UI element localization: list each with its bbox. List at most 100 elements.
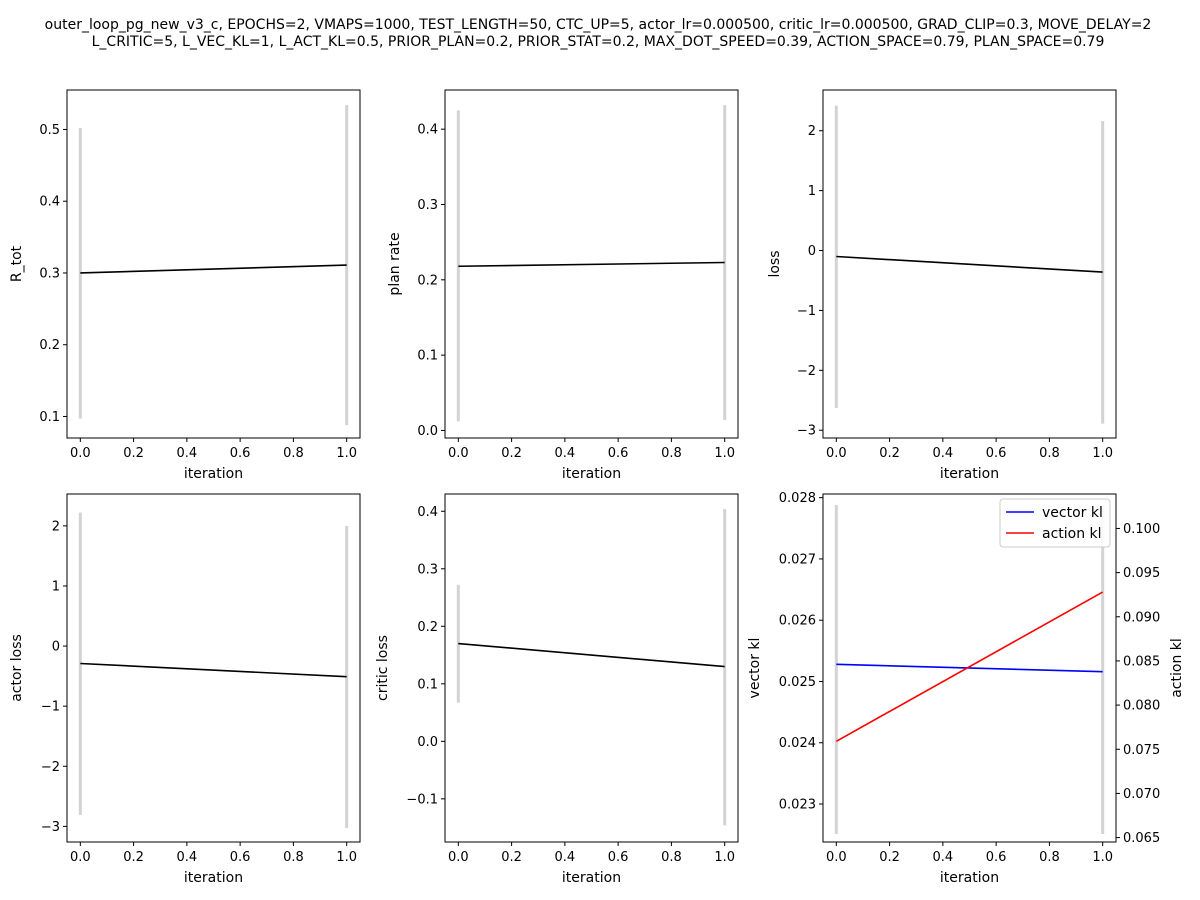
- x-axis-label: iteration: [184, 870, 243, 886]
- x-tick-label: 1.0: [714, 850, 735, 865]
- x-tick-label: 0.2: [501, 446, 522, 461]
- y-tick-label: −1: [797, 304, 816, 319]
- y-tick-label: −3: [797, 424, 816, 439]
- y-tick-label: 2: [52, 519, 60, 534]
- series-line-0: [458, 642, 725, 668]
- axes-frame: [444, 493, 739, 843]
- x-tick-label: 1.0: [714, 446, 735, 461]
- subplot-1: 0.0 0.2 0.4 0.6 0.8 1.0 0.1 0.2 0.3 0.4 0.5 iterati…: [9, 89, 361, 482]
- y-axis-label: plan rate: [387, 232, 403, 295]
- subplot-grid: 0.0 0.2 0.4 0.6 0.8 1.0 0.1 0.2 0.3 0.4 0.5 iterati…: [9, 89, 1185, 886]
- subplot-3: 0.0 0.2 0.4 0.6 0.8 1.0 −3 −2 −1 0 1 2 iteration loss: [767, 89, 1117, 482]
- x-tick-label: 0.6: [986, 446, 1007, 461]
- x-tick-label: 0.2: [879, 850, 900, 865]
- x-tick-label: 0.8: [1039, 850, 1060, 865]
- x-axis-label: iteration: [184, 466, 243, 482]
- y-tick-label: 0.1: [417, 677, 438, 692]
- y-tick-label: −0.1: [406, 792, 438, 807]
- legend-box: [999, 498, 1111, 548]
- x-tick-label: 1.0: [336, 850, 357, 865]
- y-tick-label: 0.2: [417, 620, 438, 635]
- x-tick-label: 1.0: [1092, 850, 1113, 865]
- x-tick-label: 1.0: [1092, 446, 1113, 461]
- subplot-6: 0.0 0.2 0.4 0.6 0.8 1.0 0.023 0.024 0.025 0.026 0.…: [747, 491, 1185, 886]
- y-tick-label: 0.4: [417, 505, 438, 520]
- x-tick-label: 0.2: [879, 446, 900, 461]
- axes-frame: [66, 89, 361, 439]
- x-tick-label: 0.8: [661, 446, 682, 461]
- x-tick-label: 0.2: [501, 850, 522, 865]
- x-tick-label: 0.8: [1039, 446, 1060, 461]
- y-tick-label: 1: [52, 579, 60, 594]
- y-tick-label: 0.027: [779, 552, 816, 567]
- y-right-axis-label: action kl: [1169, 638, 1185, 698]
- y-right-tick-label: 0.100: [1123, 522, 1160, 537]
- y-right-tick-label: 0.090: [1123, 610, 1160, 625]
- y-right-tick-label: 0.095: [1123, 566, 1160, 581]
- y-tick-label: 0.026: [779, 614, 816, 629]
- x-tick-label: 0.4: [555, 850, 576, 865]
- series-line-vector-kl: [836, 663, 1103, 673]
- x-tick-label: 0.0: [826, 850, 847, 865]
- y-tick-label: −2: [41, 760, 60, 775]
- y-tick-label: 0.025: [779, 675, 816, 690]
- y-tick-label: 0.2: [39, 338, 60, 353]
- y-axis-label: critic loss: [375, 635, 391, 701]
- y-tick-label: 0.2: [417, 273, 438, 288]
- y-tick-label: 0: [808, 244, 816, 259]
- x-tick-label: 0.0: [448, 446, 469, 461]
- x-tick-label: 0.8: [283, 446, 304, 461]
- y-right-tick-label: 0.070: [1123, 787, 1160, 802]
- y-tick-label: 0.3: [417, 562, 438, 577]
- y-axis-label: R_tot: [9, 245, 25, 282]
- y-tick-label: 0.4: [39, 195, 60, 210]
- y-tick-label: 0.5: [39, 123, 60, 138]
- axes-frame: [66, 493, 361, 843]
- legend: vector kl action kl: [999, 498, 1111, 548]
- subplot-2: 0.0 0.2 0.4 0.6 0.8 1.0 0.0 0.1 0.2 0.3 0.4 iterati…: [387, 89, 739, 482]
- x-tick-label: 0.4: [933, 850, 954, 865]
- legend-entry: action kl: [1042, 526, 1102, 542]
- x-axis-label: iteration: [562, 870, 621, 886]
- y-tick-label: −2: [797, 364, 816, 379]
- x-tick-label: 0.6: [608, 446, 629, 461]
- x-tick-label: 0.6: [608, 850, 629, 865]
- x-axis-label: iteration: [940, 870, 999, 886]
- axes-frame: [822, 89, 1117, 439]
- x-tick-label: 1.0: [336, 446, 357, 461]
- x-tick-label: 0.2: [123, 446, 144, 461]
- axes-frame: [444, 89, 739, 439]
- series-line-action-kl: [835, 591, 1104, 743]
- x-tick-label: 0.6: [986, 850, 1007, 865]
- x-axis-label: iteration: [562, 466, 621, 482]
- series-line-0: [80, 662, 347, 678]
- subplot-5: 0.0 0.2 0.4 0.6 0.8 1.0 −0.1 0.0 0.1 0.2 0.3 0.4 ite…: [375, 493, 739, 886]
- x-tick-label: 0.4: [177, 850, 198, 865]
- y-right-tick-label: 0.075: [1123, 743, 1160, 758]
- y-tick-label: 2: [808, 124, 816, 139]
- y-axis-label: loss: [767, 250, 783, 277]
- series-line-0: [836, 255, 1103, 273]
- x-tick-label: 0.4: [555, 446, 576, 461]
- y-tick-label: 0.1: [39, 410, 60, 425]
- y-tick-label: 0.3: [417, 198, 438, 213]
- x-tick-label: 0.0: [826, 446, 847, 461]
- y-tick-label: 0.1: [417, 349, 438, 364]
- axes-frame: [822, 493, 1117, 843]
- y-tick-label: 0.0: [417, 424, 438, 439]
- y-right-tick-label: 0.080: [1123, 699, 1160, 714]
- y-tick-label: 0.3: [39, 266, 60, 281]
- series-line-0: [80, 264, 347, 274]
- y-axis-label: vector kl: [747, 638, 763, 699]
- x-axis-label: iteration: [940, 466, 999, 482]
- y-right-tick-label: 0.065: [1123, 831, 1160, 846]
- subplot-4: 0.0 0.2 0.4 0.6 0.8 1.0 −3 −2 −1 0 1 2 iteration acto…: [9, 493, 361, 886]
- x-tick-label: 0.4: [177, 446, 198, 461]
- y-right-tick-label: 0.085: [1123, 654, 1160, 669]
- legend-entry: vector kl: [1042, 505, 1103, 521]
- x-tick-label: 0.0: [70, 850, 91, 865]
- x-tick-label: 0.6: [230, 446, 251, 461]
- y-tick-label: 0.4: [417, 123, 438, 138]
- x-tick-label: 0.0: [70, 446, 91, 461]
